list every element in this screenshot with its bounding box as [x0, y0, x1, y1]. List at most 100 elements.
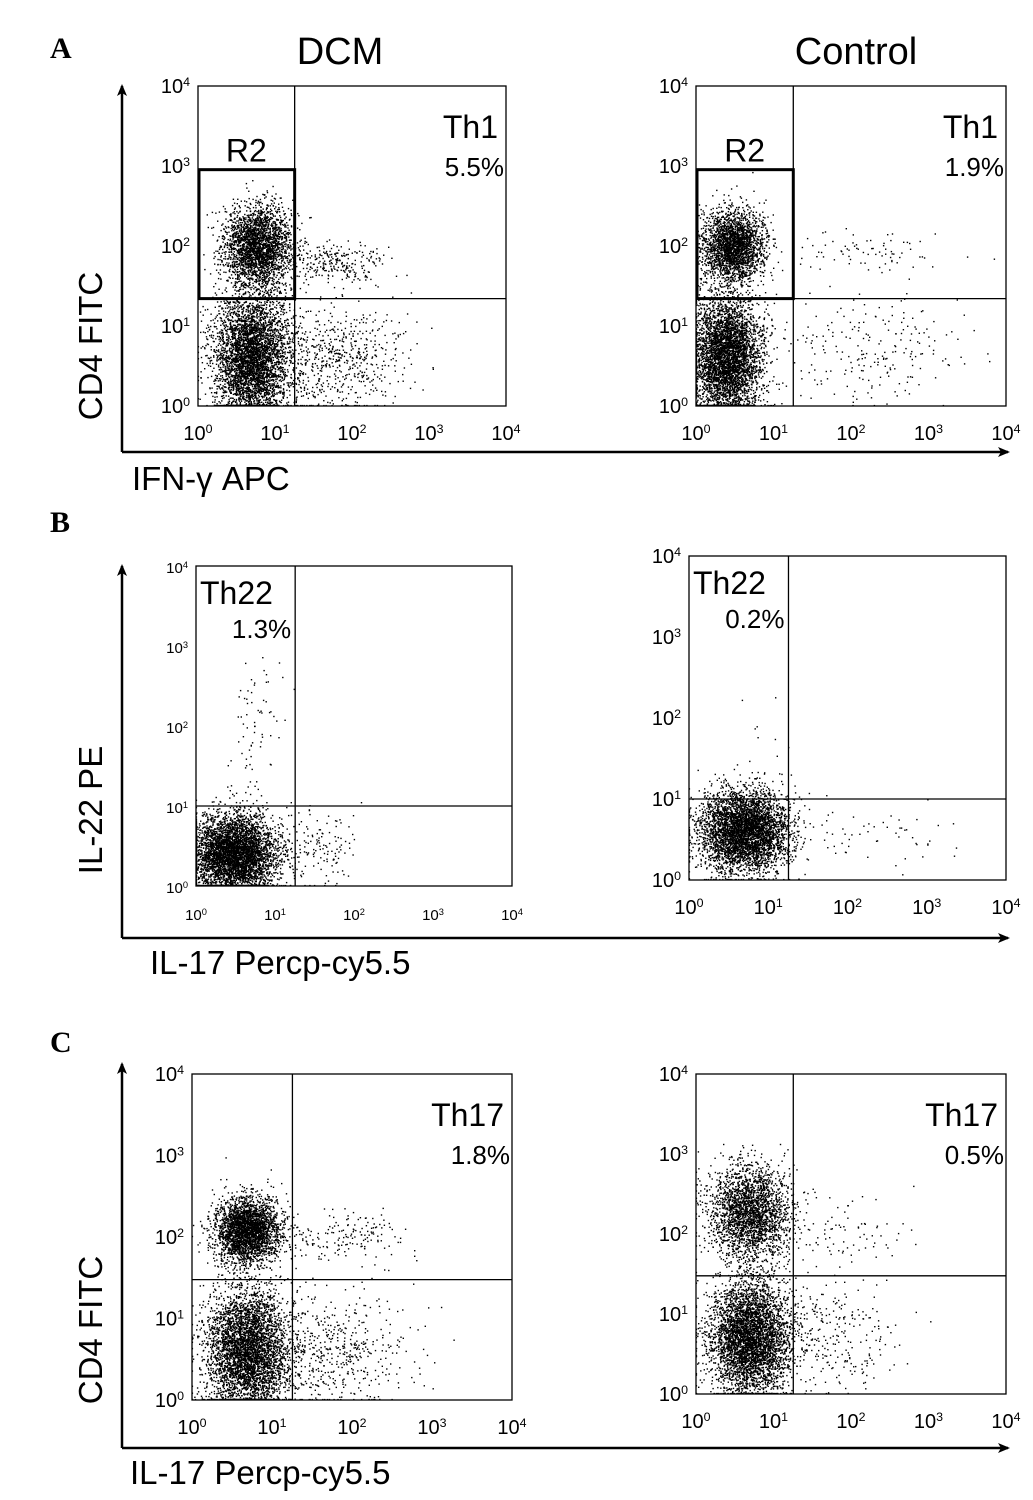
event-dot [274, 202, 275, 203]
event-dot [278, 330, 279, 331]
event-dot [241, 285, 242, 286]
event-dot [288, 244, 289, 245]
event-dot [269, 263, 270, 264]
event-dot [246, 277, 247, 278]
event-dot [286, 312, 287, 313]
event-dot [278, 265, 279, 266]
event-dot [286, 237, 287, 238]
event-dot [275, 240, 276, 241]
event-dot [282, 353, 283, 354]
event-dot [238, 352, 239, 353]
event-dot [283, 248, 284, 249]
event-dot [229, 240, 230, 241]
event-dot [204, 368, 205, 369]
event-dot [238, 250, 239, 251]
event-dot [277, 237, 278, 238]
event-dot [256, 220, 257, 221]
event-dot [268, 278, 269, 279]
event-dot [285, 405, 286, 406]
event-dot [264, 254, 265, 255]
event-dot [264, 245, 265, 246]
event-dot [272, 261, 273, 262]
event-dot [218, 359, 219, 360]
event-dot [207, 325, 208, 326]
event-dot [272, 252, 273, 253]
event-dot [278, 207, 279, 208]
event-dot [288, 236, 289, 237]
event-dot [224, 302, 225, 303]
event-dot [248, 233, 249, 234]
event-dot [242, 289, 243, 290]
event-dot [258, 316, 259, 317]
event-dot [236, 257, 237, 258]
event-dot [251, 287, 252, 288]
event-dot [249, 241, 250, 242]
event-dot [300, 288, 301, 289]
panel-letter-c: C [50, 1026, 72, 1059]
event-dot [245, 238, 246, 239]
event-dot [280, 391, 281, 392]
event-dot [233, 325, 234, 326]
event-dot [290, 210, 291, 211]
event-dot [248, 382, 249, 383]
event-dot [216, 396, 217, 397]
event-dot [268, 247, 269, 248]
event-dot [256, 253, 257, 254]
event-dot [264, 355, 265, 356]
event-dot [233, 245, 234, 246]
event-dot [279, 305, 280, 306]
event-dot [247, 233, 248, 234]
event-dot [242, 232, 243, 233]
event-dot [279, 272, 280, 273]
event-dot [276, 212, 277, 213]
event-dot [239, 287, 240, 288]
event-dot [262, 249, 263, 250]
event-dot [254, 281, 255, 282]
event-dot [267, 216, 268, 217]
event-dot [306, 268, 307, 269]
row-c-y-axis-label: CD4 FITC [72, 1256, 109, 1405]
event-dot [281, 230, 282, 231]
event-dot [270, 248, 271, 249]
event-dot [247, 285, 248, 286]
event-dot [207, 363, 208, 364]
event-dot [251, 275, 252, 276]
event-dot [274, 252, 275, 253]
event-dot [223, 395, 224, 396]
event-dot [273, 230, 274, 231]
event-dot [237, 269, 238, 270]
event-dot [248, 219, 249, 220]
event-dot [264, 211, 265, 212]
event-dot [238, 233, 239, 234]
event-dot [258, 267, 259, 268]
event-dot [237, 274, 238, 275]
event-dot [282, 269, 283, 270]
event-dot [250, 223, 251, 224]
event-dot [219, 259, 220, 260]
event-dot [260, 233, 261, 234]
event-dot [251, 259, 252, 260]
event-dot [265, 219, 266, 220]
event-dot [256, 266, 257, 267]
event-dot [236, 290, 237, 291]
event-dot [255, 236, 256, 237]
event-dot [228, 256, 229, 257]
event-dot [222, 366, 223, 367]
event-dot [235, 228, 236, 229]
event-dot [255, 214, 256, 215]
event-dot [275, 206, 276, 207]
event-dot [219, 249, 220, 250]
event-dot [270, 253, 271, 254]
event-dot [249, 239, 250, 240]
event-dot [243, 244, 244, 245]
event-dot [272, 227, 273, 228]
event-dot [278, 335, 279, 336]
event-dot [266, 277, 267, 278]
event-dot [257, 237, 258, 238]
event-dot [255, 205, 256, 206]
event-dot [284, 226, 285, 227]
event-dot [249, 282, 250, 283]
event-dot [241, 219, 242, 220]
event-dot [273, 329, 274, 330]
event-dot [233, 227, 234, 228]
